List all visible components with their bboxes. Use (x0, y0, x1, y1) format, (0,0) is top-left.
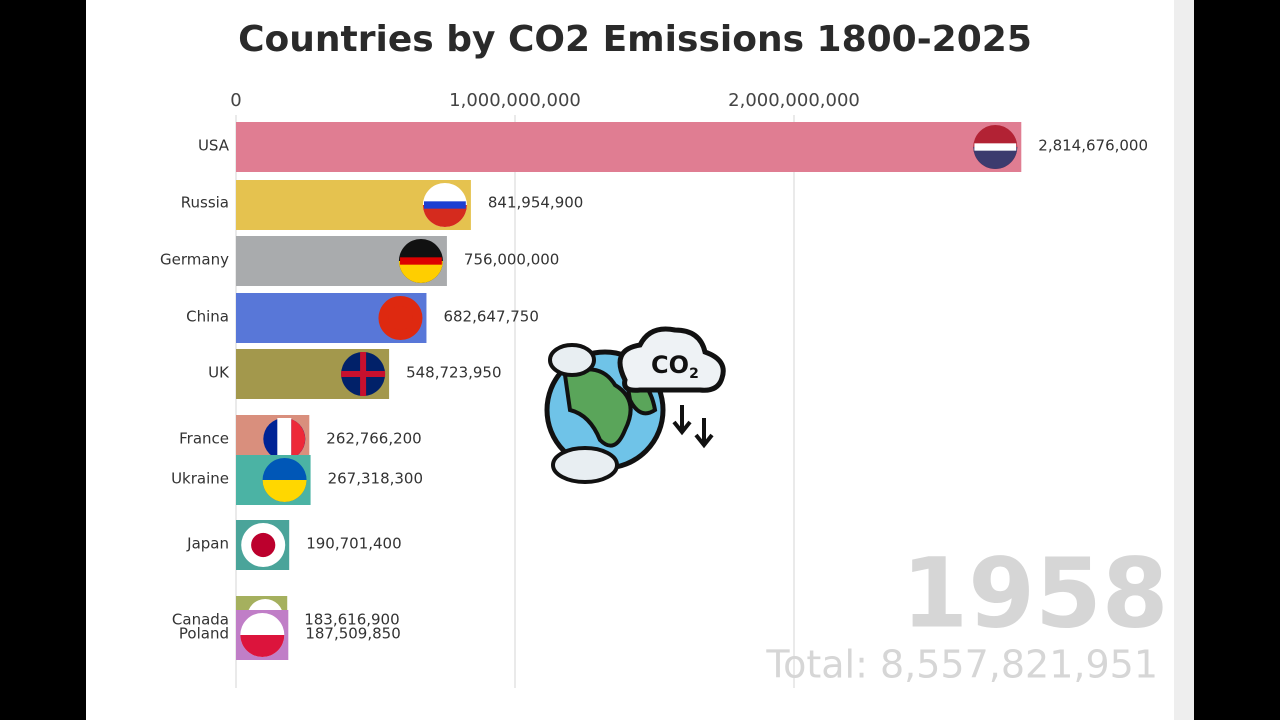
flag-mark (240, 635, 285, 658)
panel-edge (1174, 0, 1194, 720)
flag (973, 125, 1018, 169)
flag (378, 296, 423, 340)
flag-mark (251, 532, 276, 558)
flag-mark (424, 201, 466, 209)
category-label: China (186, 308, 229, 326)
flag-mark (388, 305, 413, 331)
flag-mark (291, 419, 306, 459)
x-tick-label: 2,000,000,000 (728, 90, 860, 111)
x-tick-label: 0 (230, 90, 241, 111)
category-label: Canada (172, 611, 229, 629)
category-label: France (179, 430, 229, 448)
flag-mark (973, 147, 1018, 169)
value-label: 262,766,200 (326, 430, 421, 448)
year-label: 1958 (901, 537, 1168, 649)
svg-text:CO: CO (651, 351, 689, 379)
category-label: Russia (181, 194, 229, 212)
value-label: 190,701,400 (306, 535, 401, 553)
chart-title: Countries by CO2 Emissions 1800-2025 (238, 19, 1032, 60)
x-tick-label: 1,000,000,000 (449, 90, 581, 111)
flag (263, 418, 306, 460)
flag-mark (422, 205, 467, 227)
flag-mark (341, 352, 386, 396)
flag (398, 239, 443, 283)
category-label: Germany (160, 251, 229, 269)
flag (341, 352, 386, 396)
category-label: Poland (179, 625, 229, 643)
flag-mark (277, 418, 292, 460)
flag (262, 458, 307, 502)
category-label: USA (198, 137, 230, 155)
flag-mark (400, 257, 442, 265)
bar (236, 122, 1022, 172)
flag-mark (262, 480, 307, 502)
flag (241, 523, 286, 567)
value-label: 267,318,300 (328, 470, 423, 488)
value-label: 187,509,850 (305, 625, 400, 643)
value-label: 756,000,000 (464, 251, 559, 269)
value-label: 841,954,900 (488, 194, 583, 212)
category-label: UK (208, 364, 230, 382)
flag-mark (974, 143, 1017, 151)
svg-text:2: 2 (689, 366, 699, 382)
category-label: Japan (186, 535, 229, 553)
value-label: 682,647,750 (443, 308, 538, 326)
flag-mark (398, 261, 443, 283)
value-label: 2,814,676,000 (1038, 137, 1148, 155)
flag (422, 183, 467, 227)
co2-icon: CO 2 (544, 326, 726, 484)
value-label: 548,723,950 (406, 364, 501, 382)
category-label: Ukraine (171, 470, 229, 488)
total-label: Total: 8,557,821,951 (765, 643, 1158, 687)
value-label: 183,616,900 (304, 611, 399, 629)
flag (240, 613, 285, 658)
